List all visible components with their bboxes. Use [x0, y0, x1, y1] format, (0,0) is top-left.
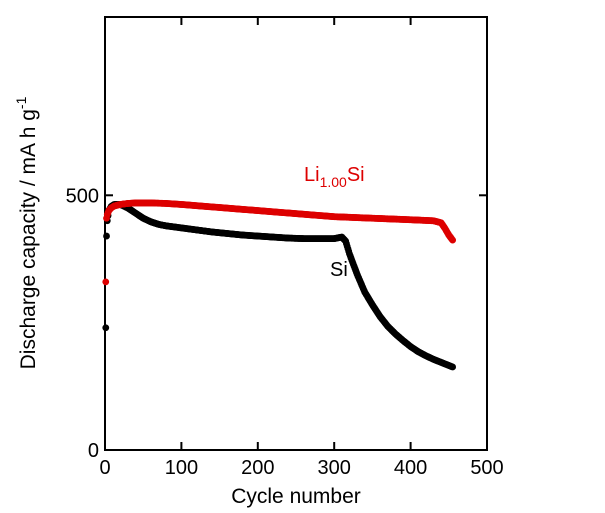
y-axis-title: Discharge capacity / mA h g-1	[13, 96, 40, 369]
li100si-point	[449, 236, 457, 244]
series-label-li100si-subscript: 1.00	[320, 174, 347, 190]
si-point	[449, 363, 457, 371]
y-axis-title-main: Discharge capacity / mA h g	[17, 109, 40, 369]
y-tick-label: 0	[88, 440, 99, 462]
x-axis-title: Cycle number	[231, 485, 361, 508]
series-label-li100si: Li1.00Si	[304, 164, 365, 190]
x-tick-label: 0	[99, 457, 110, 479]
x-axis-ticks: 0 100 200 300 400 500	[99, 17, 504, 479]
y-axis-title-superscript: -1	[13, 96, 29, 109]
x-tick-label: 400	[394, 457, 427, 479]
series-li100si-points	[102, 199, 457, 286]
series-label-li100si-base: Li	[304, 164, 320, 186]
si-point	[102, 324, 110, 332]
series-si-points	[102, 201, 457, 371]
x-tick-label: 500	[470, 457, 503, 479]
x-tick-label: 300	[318, 457, 351, 479]
plot-frame	[104, 16, 488, 451]
si-point	[103, 232, 110, 240]
y-tick-label: 500	[66, 185, 99, 207]
x-tick-label: 200	[241, 457, 274, 479]
series-label-si: Si	[330, 259, 348, 281]
y-axis-ticks: 0 500	[66, 185, 487, 462]
li100si-point	[102, 278, 110, 286]
x-tick-label: 100	[165, 457, 198, 479]
series-label-li100si-suffix: Si	[347, 164, 365, 186]
